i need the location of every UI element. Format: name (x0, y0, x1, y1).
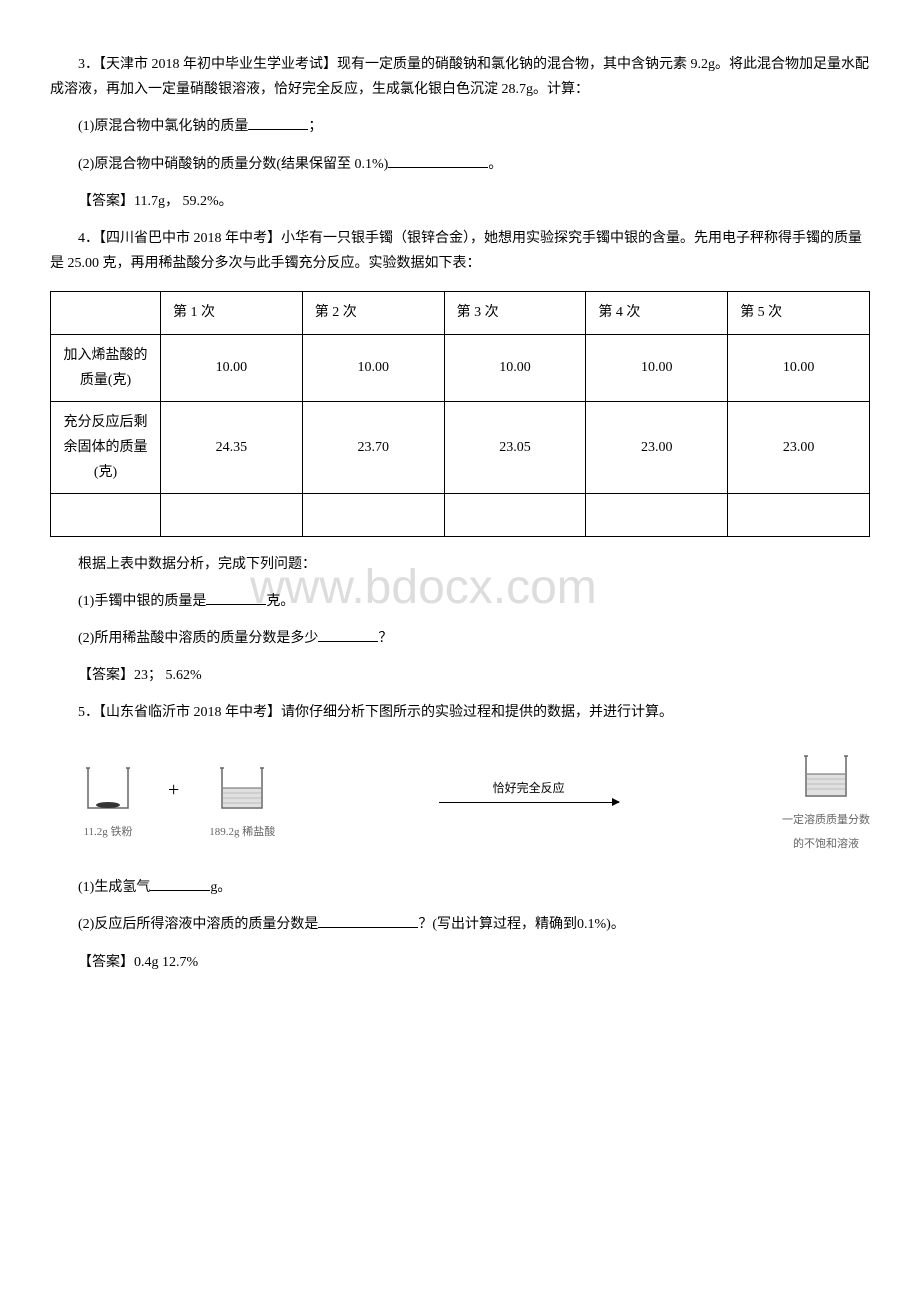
table-header-2: 第 2 次 (302, 292, 444, 334)
beaker-icon (796, 746, 856, 806)
beaker-3-label-2: 的不饱和溶液 (793, 835, 859, 855)
q5-part2-suffix: ？(写出计算过程，精确到0.1%)。 (418, 917, 625, 932)
beaker-3-label-1: 一定溶质质量分数 (782, 811, 870, 831)
table-header-3: 第 3 次 (444, 292, 586, 334)
table-cell: 23.05 (444, 401, 586, 494)
table-header-4: 第 4 次 (586, 292, 728, 334)
table-cell: 10.00 (302, 334, 444, 401)
table-row2-label: 充分反应后剩余固体的质量(克) (51, 401, 161, 494)
table-empty (161, 494, 303, 536)
table-cell: 23.00 (586, 401, 728, 494)
table-empty (302, 494, 444, 536)
q5-part1: (1)生成氢气 g。 (50, 875, 870, 900)
q4-part1-text: (1)手镯中银的质量是 (78, 594, 206, 609)
beaker-1: 11.2g 铁粉 (78, 758, 138, 843)
document-content: 3．【天津市 2018 年初中毕业生学业考试】现有一定质量的硝酸钠和氯化钠的混合… (50, 52, 870, 975)
table-cell: 10.00 (444, 334, 586, 401)
q5-part1-suffix: g。 (210, 880, 231, 895)
arrow: 恰好完全反应 (295, 778, 762, 823)
table-row-2: 充分反应后剩余固体的质量(克) 24.35 23.70 23.05 23.00 … (51, 401, 870, 494)
table-cell: 24.35 (161, 401, 303, 494)
q5-part2-text: (2)反应后所得溶液中溶质的质量分数是 (78, 917, 318, 932)
plus-icon: + (168, 772, 179, 828)
table-header-1: 第 1 次 (161, 292, 303, 334)
q4-part1: (1)手镯中银的质量是 克。 (50, 589, 870, 614)
beaker-2-label: 189.2g 稀盐酸 (209, 823, 275, 843)
beaker-1-label: 11.2g 铁粉 (83, 823, 132, 843)
table-cell: 23.70 (302, 401, 444, 494)
q4-part2: (2)所用稀盐酸中溶质的质量分数是多少 ？ (50, 626, 870, 651)
q5-answer: 【答案】0.4g 12.7% (50, 950, 870, 975)
q4-prompt: 4．【四川省巴中市 2018 年中考】小华有一只银手镯（银锌合金），她想用实验探… (50, 226, 870, 276)
beaker-2: 189.2g 稀盐酸 (209, 758, 275, 843)
beaker-3: 一定溶质质量分数 的不饱和溶液 (782, 746, 870, 856)
table-empty (444, 494, 586, 536)
q3-part1-text: (1)原混合物中氯化钠的质量 (78, 119, 248, 134)
q4-sub: 根据上表中数据分析，完成下列问题： (50, 552, 870, 577)
table-header-blank (51, 292, 161, 334)
table-cell: 10.00 (728, 334, 870, 401)
table-cell: 10.00 (586, 334, 728, 401)
beaker-icon (78, 758, 138, 818)
q3-part2: (2)原混合物中硝酸钠的质量分数(结果保留至 0.1%) 。 (50, 152, 870, 177)
table-header-5: 第 5 次 (728, 292, 870, 334)
table-empty (728, 494, 870, 536)
q3-part2-text: (2)原混合物中硝酸钠的质量分数(结果保留至 0.1%) (78, 157, 388, 172)
q4-part2-text: (2)所用稀盐酸中溶质的质量分数是多少 (78, 631, 318, 646)
q3-part2-suffix: 。 (488, 157, 502, 172)
q5-prompt: 5．【山东省临沂市 2018 年中考】请你仔细分析下图所示的实验过程和提供的数据… (50, 700, 870, 725)
table-header-row: 第 1 次 第 2 次 第 3 次 第 4 次 第 5 次 (51, 292, 870, 334)
table-empty (586, 494, 728, 536)
table-row-1: 加入烯盐酸的质量(克) 10.00 10.00 10.00 10.00 10.0… (51, 334, 870, 401)
q3-blank1 (248, 116, 308, 130)
table-cell: 23.00 (728, 401, 870, 494)
table-empty (51, 494, 161, 536)
q3-blank2 (388, 154, 488, 168)
beaker-icon (212, 758, 272, 818)
q3-part1: (1)原混合物中氯化钠的质量 ； (50, 114, 870, 139)
table-row-empty (51, 494, 870, 536)
q5-part1-text: (1)生成氢气 (78, 880, 150, 895)
q4-table: 第 1 次 第 2 次 第 3 次 第 4 次 第 5 次 加入烯盐酸的质量(克… (50, 291, 870, 536)
q4-blank1 (206, 591, 266, 605)
table-cell: 10.00 (161, 334, 303, 401)
q4-answer: 【答案】23； 5.62% (50, 663, 870, 688)
q5-blank1 (150, 877, 210, 891)
q5-part2: (2)反应后所得溶液中溶质的质量分数是 ？(写出计算过程，精确到0.1%)。 (50, 912, 870, 937)
q3-prompt: 3．【天津市 2018 年初中毕业生学业考试】现有一定质量的硝酸钠和氯化钠的混合… (50, 52, 870, 102)
q5-diagram: 11.2g 铁粉 + 189.2g 稀盐酸 恰好完全反应 (78, 746, 870, 856)
q3-part1-suffix: ； (308, 119, 322, 134)
q5-blank2 (318, 914, 418, 928)
q3-answer: 【答案】11.7g， 59.2%。 (50, 189, 870, 214)
arrow-line-icon (439, 802, 619, 803)
table-row1-label: 加入烯盐酸的质量(克) (51, 334, 161, 401)
q4-part1-suffix: 克。 (266, 594, 294, 609)
q4-part2-suffix: ？ (378, 631, 392, 646)
arrow-label: 恰好完全反应 (493, 778, 565, 800)
q4-blank2 (318, 628, 378, 642)
